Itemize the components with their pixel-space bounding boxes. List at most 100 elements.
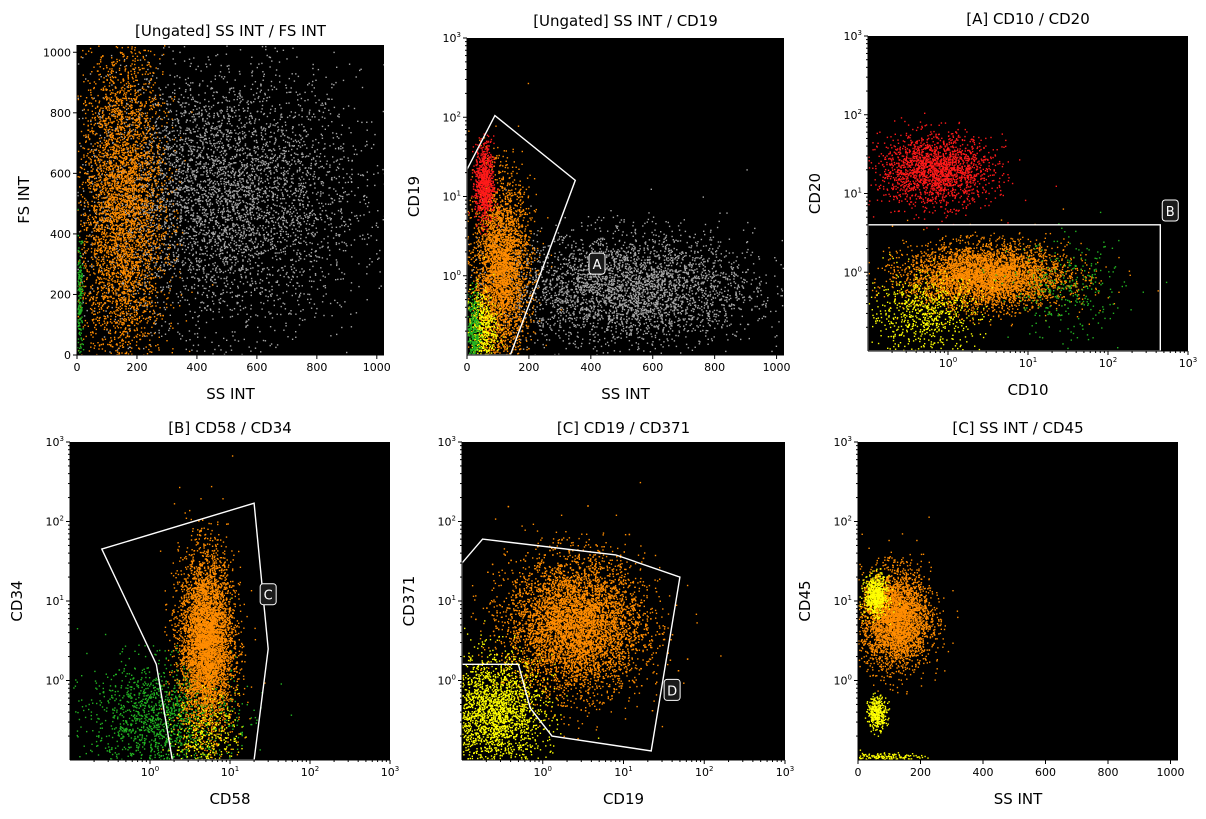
population-3 [162,685,247,760]
population-3 [468,133,500,235]
tick-label: 103 [776,765,794,779]
population-2 [859,568,901,625]
plot-area [462,442,785,760]
tick-label: 101 [834,594,852,608]
tick-label: 101 [844,187,862,201]
tick-label: 101 [46,594,64,608]
event-dots [73,455,293,760]
population-4 [858,749,929,760]
tick-label: 0 [64,349,71,362]
x-axis-label: SS INT [994,790,1043,808]
tick-label: 103 [834,435,852,449]
tick-label: 102 [301,765,319,779]
tick-label: 800 [50,107,71,120]
tick-label: 600 [642,361,663,374]
tick-label: 200 [50,288,71,301]
tick-label: 101 [443,190,461,204]
tick-label: 101 [438,594,456,608]
tick-label: 102 [443,110,461,124]
gate-label: B [1166,205,1175,220]
tick-label: 800 [1098,766,1119,779]
y-axis-label: FS INT [15,175,33,223]
x-axis-label: SS INT [601,385,650,403]
tick-label: 100 [438,674,456,688]
population-1 [467,169,784,355]
tick-label: 100 [141,765,159,779]
panel-1: 0 200 400 600 800 1000 0 200 400 600 800 1000 [Ungat… [15,22,391,403]
tick-label: 102 [1099,356,1117,370]
tick-label: 200 [910,766,931,779]
x-axis-label: SS INT [206,385,255,403]
tick-label: 1000 [363,361,391,374]
tick-label: 800 [704,361,725,374]
tick-label: 800 [306,361,327,374]
y-axis-label: CD19 [405,176,423,217]
tick-label: 100 [844,265,862,279]
tick-label: 101 [1019,356,1037,370]
gate-label-box [588,252,606,275]
tick-label: 102 [46,515,64,529]
tick-label: 400 [50,228,71,241]
x-axis-label: CD58 [209,790,250,808]
tick-label: 101 [614,765,632,779]
gate-label-box [1161,199,1179,222]
gate-label-box [663,678,681,701]
tick-label: 103 [381,765,399,779]
y-axis-label: CD45 [796,580,814,621]
gate-label: A [593,258,602,273]
tick-label: 103 [443,31,461,45]
tick-label: 0 [855,766,862,779]
tick-label: 600 [246,361,267,374]
population-3 [868,253,995,351]
x-axis-label: CD19 [603,790,644,808]
population-3 [864,692,891,737]
tick-label: 102 [695,765,713,779]
tick-label: 1000 [763,361,791,374]
event-dots [868,112,1168,351]
tick-label: 103 [46,435,64,449]
population-3 [77,208,85,354]
y-axis-label: CD371 [400,576,418,627]
gate-label: C [264,589,273,604]
tick-label: 0 [74,361,81,374]
tick-label: 101 [221,765,239,779]
panel-title: [Ungated] SS INT / FS INT [135,22,327,40]
x-axis-label: CD10 [1007,381,1048,399]
gate-D[interactable] [461,538,681,752]
gate-label: D [667,684,677,699]
tick-label: 103 [438,435,456,449]
panel-2: A 0 200 400 600 800 1000 100 101 102 103 [Ungated] … [405,12,791,403]
tick-label: 400 [186,361,207,374]
panel-title: [B] CD58 / CD34 [168,419,292,437]
tick-label: 600 [50,167,71,180]
y-axis-label: CD34 [8,580,26,621]
tick-label: 1000 [1157,766,1185,779]
tick-label: 100 [939,356,957,370]
tick-label: 400 [973,766,994,779]
event-dots [858,516,959,760]
tick-label: 100 [534,765,552,779]
panel-title: [C] SS INT / CD45 [952,419,1083,437]
population-1 [462,481,722,740]
tick-label: 102 [834,515,852,529]
tick-label: 100 [443,269,461,283]
population-2 [462,620,600,760]
tick-label: 400 [580,361,601,374]
panel-5: D 100 101 102 103 100 101 102 103 [C] CD19 / CD37… [400,419,794,808]
event-dots [467,82,784,355]
tick-label: 102 [844,108,862,122]
tick-label: 200 [518,361,539,374]
population-2 [159,455,266,760]
tick-label: 103 [1179,356,1197,370]
gate-label-box [259,583,277,606]
tick-label: 200 [126,361,147,374]
tick-label: 1000 [43,46,71,59]
event-dots [77,45,384,355]
tick-label: 0 [464,361,471,374]
tick-label: 102 [438,515,456,529]
panel-title: [Ungated] SS INT / CD19 [533,12,718,30]
event-dots [462,481,722,760]
panel-4: C 100 101 102 103 100 101 102 103 [B] CD58 / CD34… [8,419,399,808]
tick-label: 600 [1035,766,1056,779]
